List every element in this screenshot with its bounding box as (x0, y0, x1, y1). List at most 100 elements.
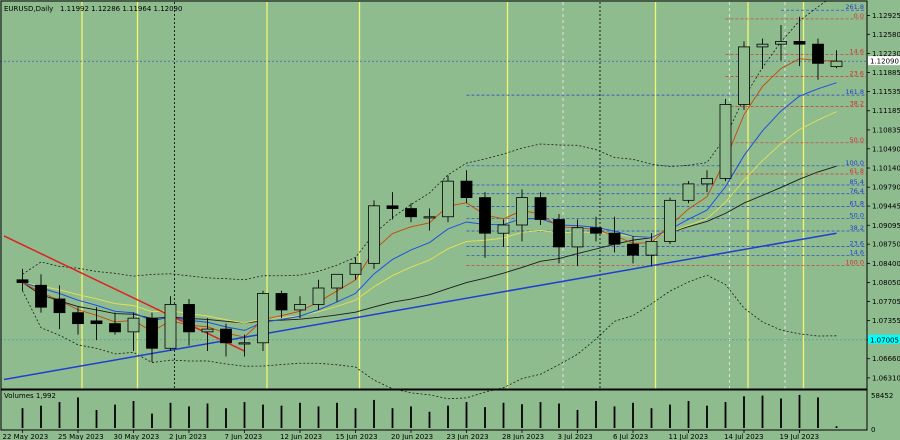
candle-body-bearish (275, 293, 288, 311)
date-axis: 22 May 2023 25 May 2023 30 May 2023 2 Jun 2… (3, 430, 820, 440)
price-tick-label: 1.12580 (872, 31, 900, 39)
candle-body-bearish (183, 304, 195, 333)
price-tick-label: 1.12925 (872, 12, 900, 20)
price-tick-label: 1.08050 (872, 279, 900, 287)
candle-body-bearish (90, 320, 103, 325)
fib-level-label: 100.0 (845, 259, 864, 267)
fib-level-label: 50.0 (850, 211, 864, 219)
ma-blue-line (22, 82, 837, 331)
candle-body-bearish (386, 205, 399, 209)
volume-axis-min: 0 (871, 426, 875, 434)
price-tick-label: 1.12230 (872, 50, 900, 58)
date-tick-label: 12 Jun 2023 (280, 433, 322, 440)
chart-ohlc-label: 1.11992 1.12286 1.11964 1.12090 (60, 5, 182, 13)
fib-level-label: 23.6 (850, 239, 864, 247)
candles (16, 16, 843, 362)
date-tick-label: 2 Jun 2023 (169, 433, 207, 440)
date-tick-label: 14 Jul 2023 (724, 433, 764, 440)
price-tick-label: 1.08750 (872, 241, 900, 249)
candle-body-bearish (146, 317, 158, 349)
candle-body-bearish (534, 197, 547, 220)
candle-body-bearish (812, 43, 824, 64)
price-tick-label: 1.06660 (872, 355, 900, 363)
candle-body-bullish (756, 43, 769, 48)
volume-pane-frame (0, 389, 868, 431)
candle-body-bullish (349, 262, 362, 275)
ma-yellow-line (22, 111, 837, 324)
fib-level-label: 61.8 (850, 167, 864, 175)
candle-body-bullish (645, 241, 658, 256)
price-tick-label: 1.08400 (872, 260, 900, 268)
price-tick-label: 1.09790 (872, 184, 900, 192)
date-tick-label: 23 Jun 2023 (447, 433, 489, 440)
price-tick-label: 1.10835 (872, 126, 900, 134)
price-tick-label: 1.11185 (872, 107, 900, 115)
price-tick-label: 1.07705 (872, 298, 900, 306)
date-tick-label: 15 Jun 2023 (336, 433, 378, 440)
fib-level-label: 14.6 (850, 48, 864, 56)
fib-level-label: 14.6 (850, 249, 864, 257)
candle-body-bullish (423, 216, 436, 219)
bollinger-lower-line (22, 274, 837, 400)
price-tick-label: 1.10140 (872, 165, 900, 173)
fib-level-label: 61.8 (850, 199, 864, 207)
date-tick-label: 19 Jul 2023 (780, 433, 820, 440)
bollinger-upper-line (22, 0, 829, 281)
candle-body-bearish (35, 284, 47, 308)
date-tick-label: 30 May 2023 (114, 433, 160, 440)
candle-body-bullish (257, 293, 269, 344)
candle-body-bullish (664, 199, 676, 242)
candle-body-bearish (479, 197, 491, 234)
price-tick-label: 1.10490 (872, 145, 900, 153)
candle-body-bullish (127, 317, 140, 333)
candle-body-bullish (368, 205, 380, 264)
fib-level-label: 23.6 (850, 69, 864, 77)
candle-body-bearish (405, 208, 417, 218)
candle-body-bullish (516, 197, 528, 226)
fib-level-label: 161.8 (845, 88, 864, 96)
candle-body-bearish (590, 227, 602, 234)
candle-body-bullish (738, 46, 750, 105)
date-tick-label: 22 May 2023 (3, 433, 49, 440)
price-tick-label: 1.06310 (872, 374, 900, 382)
date-tick-label: 11 Jul 2023 (669, 433, 709, 440)
date-tick-label: 6 Jul 2023 (613, 433, 648, 440)
fibonacci-levels: 261.80.014.623.6161.838.250.0100.061.885… (0, 3, 866, 341)
fib-level-label: 0.0 (854, 12, 864, 20)
fib-level-label: 261.8 (845, 3, 864, 11)
date-tick-label: 7 Jun 2023 (225, 433, 263, 440)
candle-body-bullish (701, 178, 713, 185)
volume-bars (21, 394, 838, 428)
price-pane-frame (0, 0, 868, 390)
volume-label: Volumes 1,992 (4, 392, 56, 400)
candle-body-bearish (627, 243, 639, 256)
price-tick-label: 1.07355 (872, 317, 900, 325)
price-tick-label: 1.11535 (872, 88, 900, 96)
date-tick-label: 28 Jun 2023 (502, 433, 544, 440)
candle-body-bearish (72, 312, 84, 325)
candle-body-bullish (571, 227, 584, 248)
candle-body-bullish (682, 183, 695, 201)
candle-body-bullish (238, 342, 251, 345)
fib-level-label: 100.0 (845, 159, 864, 167)
date-tick-label: 20 Jun 2023 (391, 433, 433, 440)
fib-level-label: 85.4 (850, 178, 864, 186)
ma-dark-line (22, 165, 837, 324)
candle-body-bearish (220, 328, 232, 344)
candle-body-bearish (460, 180, 473, 198)
trendline-blue (3, 232, 837, 381)
date-tick-label: 3 Jul 2023 (558, 433, 593, 440)
candle-body-bullish (294, 304, 306, 311)
bollinger-bands (22, 0, 837, 400)
candle-body-bearish (16, 279, 29, 283)
candle-body-bullish (201, 328, 214, 333)
volume-axis-max: 58452 (871, 392, 893, 400)
fib-level-label: 38.2 (850, 100, 864, 108)
price-tick-label: 1.11885 (872, 69, 900, 77)
highlight-price-marker (868, 334, 900, 344)
price-tick-label: 1.09445 (872, 203, 900, 211)
candle-body-bearish (553, 219, 565, 248)
candle-body-bullish (312, 287, 325, 305)
